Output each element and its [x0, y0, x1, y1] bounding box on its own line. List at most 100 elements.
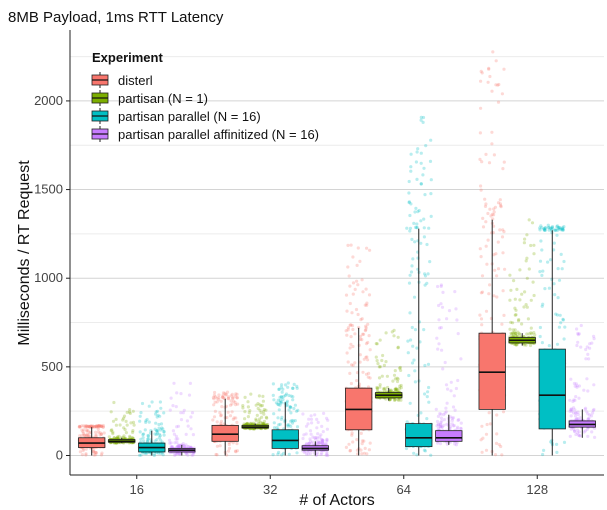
jitter-point [435, 419, 440, 424]
jitter-point [586, 389, 590, 393]
jitter-point [84, 425, 88, 429]
jitter-point [171, 404, 175, 408]
jitter-point [246, 415, 250, 419]
jitter-point [509, 331, 513, 335]
jitter-point [307, 442, 311, 446]
jitter-point [459, 427, 463, 431]
jitter-point [321, 439, 325, 443]
jitter-point [563, 325, 567, 329]
jitter-point [568, 434, 572, 438]
jitter-point [89, 424, 93, 428]
jitter-point [128, 411, 132, 415]
jitter-point [111, 432, 115, 436]
jitter-point [289, 394, 293, 398]
jitter-point [234, 392, 238, 396]
jitter-point [380, 358, 384, 363]
jitter-point [582, 430, 586, 434]
jitter-point [241, 404, 245, 408]
jitter-point [112, 436, 116, 440]
jitter-point [479, 106, 483, 110]
jitter-point [86, 432, 90, 437]
jitter-point [271, 393, 275, 397]
jitter-point [419, 118, 423, 122]
jitter-point [486, 80, 490, 84]
jitter-point [496, 100, 501, 104]
jitter-point [389, 389, 393, 393]
jitter-point [347, 274, 351, 278]
jitter-point [550, 227, 554, 231]
jitter-point [223, 391, 227, 395]
jitter-point [360, 338, 364, 342]
jitter-point [449, 380, 453, 384]
grid-lines [70, 56, 604, 456]
jitter-point [142, 451, 146, 455]
jitter-point [234, 403, 238, 407]
jitter-point [271, 453, 275, 457]
jitter-point [315, 417, 319, 421]
jitter-point [374, 355, 378, 359]
jitter-point [574, 432, 578, 437]
jitter-point [94, 424, 98, 428]
jitter-point [499, 204, 503, 208]
jitter-point [396, 398, 400, 402]
jitter-point [514, 313, 518, 317]
jitter-point [131, 429, 135, 433]
jitter-point [291, 419, 295, 423]
jitter-point [82, 447, 86, 451]
jitter-point [490, 231, 494, 235]
jitter-point [514, 333, 518, 338]
jitter-point [573, 429, 577, 433]
jitter-point [213, 395, 218, 399]
jitter-point [438, 442, 443, 446]
jitter-point [358, 337, 362, 341]
jitter-point [500, 235, 505, 239]
jitter-point [190, 411, 195, 415]
jitter-point [584, 357, 588, 361]
jitter-point [363, 446, 367, 450]
jitter-point [225, 390, 230, 394]
jitter-point [230, 410, 234, 414]
jitter-point [530, 221, 535, 225]
y-axis-title: Milliseconds / RT Request [16, 160, 33, 346]
jitter-point [215, 420, 219, 424]
jitter-point [170, 445, 174, 449]
jitter-point [483, 204, 488, 208]
jitter-point [562, 225, 566, 229]
jitter-point [308, 429, 313, 433]
jitter-point [153, 427, 157, 431]
jitter-point [349, 381, 353, 386]
jitter-point [278, 395, 282, 399]
x-axis-ticks: 16 32 64 128 [130, 475, 548, 497]
jitter-point [449, 389, 453, 393]
jitter-point [532, 293, 536, 298]
jitter-point [191, 433, 195, 437]
jitter-point [514, 343, 518, 347]
jitter-point [405, 226, 409, 230]
jitter-point [318, 441, 322, 445]
jitter-point [496, 240, 500, 244]
jitter-point [262, 408, 266, 412]
jitter-point [276, 398, 280, 402]
jitter-point [146, 437, 150, 441]
jitter-point [178, 452, 182, 456]
jitter-point [486, 211, 490, 216]
jitter-point [94, 433, 98, 437]
jitter-point [392, 373, 397, 377]
jitter-point [235, 442, 239, 446]
jitter-point [498, 202, 502, 206]
jitter-point [555, 233, 559, 237]
jitter-point [511, 279, 516, 283]
jitter-point [87, 424, 91, 428]
jitter-point [444, 383, 449, 387]
jitter-point [80, 428, 84, 432]
jitter-point [406, 339, 410, 343]
jitter-point [229, 399, 233, 403]
jitter-point [348, 346, 352, 350]
jitter-point [445, 422, 449, 426]
jitter-point [587, 357, 591, 361]
jitter-point [94, 425, 99, 429]
jitter-point [453, 442, 457, 446]
jitter-point [254, 417, 258, 421]
jitter-point [513, 313, 517, 317]
jitter-point [361, 332, 365, 336]
